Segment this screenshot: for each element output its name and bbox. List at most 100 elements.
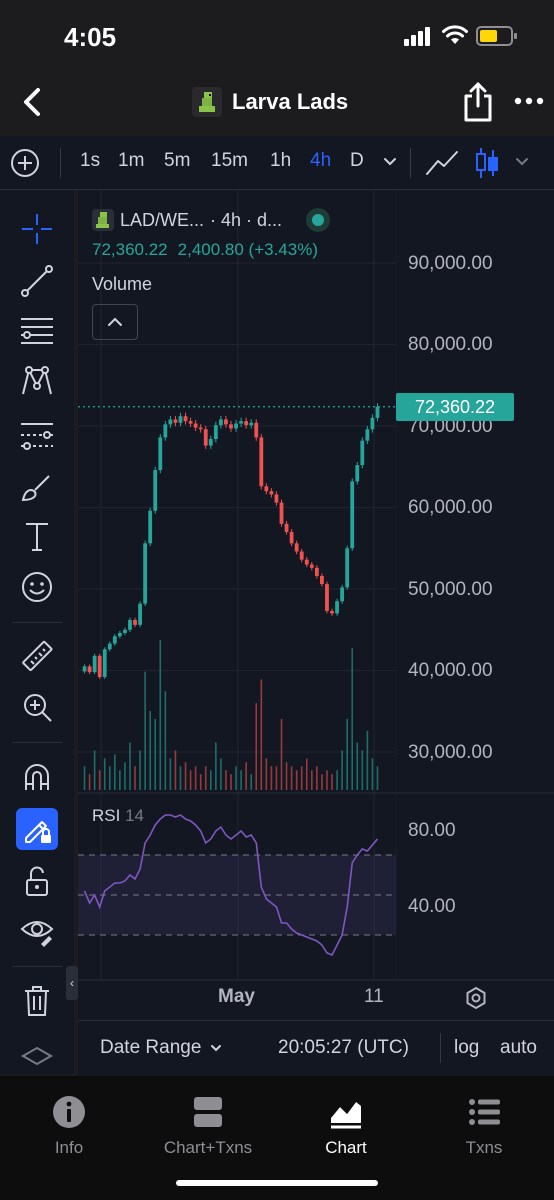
candles xyxy=(82,403,380,679)
candle-body xyxy=(304,559,309,565)
chevron-down-icon[interactable] xyxy=(514,154,530,168)
volume-bar xyxy=(265,758,268,790)
candle-body xyxy=(143,543,148,604)
legend-symbol-row[interactable]: LAD/WE... · 4h · d... xyxy=(92,208,331,232)
interval-5m[interactable]: 5m xyxy=(164,150,191,171)
list-icon xyxy=(469,1099,500,1125)
fib-tool[interactable] xyxy=(16,310,58,352)
drawing-line-icon[interactable] xyxy=(424,148,460,178)
object-tree-tool[interactable] xyxy=(16,1042,58,1072)
wifi-icon xyxy=(442,25,468,44)
emoji-tool[interactable] xyxy=(16,566,58,608)
toolbar-divider xyxy=(410,148,411,178)
chart-settings-icon[interactable] xyxy=(464,986,488,1010)
interval-1s[interactable]: 1s xyxy=(80,150,101,171)
trend-line-tool[interactable] xyxy=(16,260,58,302)
log-scale-toggle[interactable]: log xyxy=(454,1037,480,1058)
pattern-tool[interactable] xyxy=(16,360,58,402)
interval-4h[interactable]: 4h xyxy=(310,150,332,171)
brush-tool[interactable] xyxy=(16,466,58,508)
drawing-tools-sidebar: ‹ xyxy=(0,190,78,1074)
tab-chart[interactable]: Chart xyxy=(286,1094,406,1158)
date-range-label: Date Range xyxy=(100,1037,202,1058)
more-options-icon[interactable] xyxy=(512,86,546,116)
candle-body xyxy=(128,619,132,630)
interval-1m[interactable]: 1m xyxy=(118,150,145,171)
volume-bar xyxy=(98,770,101,790)
volume-bar xyxy=(230,774,232,790)
chevron-down-icon xyxy=(211,1045,222,1052)
cellular-signal-icon xyxy=(404,27,430,46)
volume-bar xyxy=(169,758,172,790)
collapse-legend-button[interactable] xyxy=(92,304,138,340)
text-tool[interactable] xyxy=(16,516,58,558)
hide-drawings-tool[interactable] xyxy=(16,910,58,952)
back-chevron-icon[interactable] xyxy=(14,82,54,122)
volume-bar xyxy=(88,774,91,790)
price-axis-tick: 40,000.00 xyxy=(408,660,493,681)
price-axis-tick: 70,000.00 xyxy=(408,416,493,437)
status-bar: 4:05 xyxy=(0,0,554,72)
candle-body xyxy=(133,619,137,625)
forecast-icon xyxy=(21,423,53,450)
magnet-tool[interactable] xyxy=(16,756,58,798)
zoom-tool[interactable] xyxy=(16,686,58,728)
legend-last-price: 72,360.22 xyxy=(92,240,168,259)
lock-drawings-tool[interactable] xyxy=(16,860,58,902)
volume-bars xyxy=(83,640,379,790)
interval-1h[interactable]: 1h xyxy=(270,150,292,171)
candlestick-icon[interactable] xyxy=(474,146,500,180)
candle-body xyxy=(314,567,319,576)
rsi-series xyxy=(83,814,379,957)
candle-body xyxy=(138,603,142,625)
candle-body xyxy=(299,551,304,560)
crosshair-icon xyxy=(22,214,52,244)
price-axis-tick: 90,000.00 xyxy=(408,253,493,274)
stay-in-drawing-mode-tool[interactable] xyxy=(16,808,58,850)
candle-body xyxy=(340,587,345,602)
price-chart[interactable] xyxy=(78,190,554,1020)
date-range-bar: Date Range 20:05:27 (UTC) log auto xyxy=(78,1020,554,1076)
collapse-toolbar-tab[interactable]: ‹ xyxy=(66,966,78,1000)
interval-15m[interactable]: 15m xyxy=(211,150,248,171)
candle-body xyxy=(375,406,380,418)
chevron-down-icon[interactable] xyxy=(382,154,398,168)
price-axis-tick: 60,000.00 xyxy=(408,497,493,518)
prediction-tool[interactable] xyxy=(16,414,58,456)
candle-body xyxy=(320,575,324,585)
tab-txns[interactable]: Txns xyxy=(424,1094,544,1158)
remove-drawings-tool[interactable] xyxy=(16,980,58,1022)
timezone-clock[interactable]: 20:05:27 (UTC) xyxy=(278,1037,409,1058)
candle-body xyxy=(148,510,153,544)
rsi-legend[interactable]: RSI 14 xyxy=(92,806,144,826)
volume-bar xyxy=(305,758,308,790)
volume-bar xyxy=(215,742,217,790)
tab-info[interactable]: Info xyxy=(9,1094,129,1158)
volume-bar xyxy=(108,766,111,790)
volume-bar xyxy=(376,766,379,790)
smiley-icon xyxy=(22,572,52,602)
measure-tool[interactable] xyxy=(16,636,58,678)
brush-icon xyxy=(21,475,50,502)
volume-bar xyxy=(245,762,247,790)
pattern-icon xyxy=(22,366,52,395)
volume-bar xyxy=(83,766,86,790)
add-indicator-icon[interactable] xyxy=(10,148,40,178)
auto-scale-toggle[interactable]: auto xyxy=(500,1037,537,1058)
legend-volume[interactable]: Volume xyxy=(92,274,153,294)
nav-bar: Larva Lads xyxy=(0,72,554,136)
interval-d[interactable]: D xyxy=(350,150,364,171)
date-range-button[interactable]: Date Range xyxy=(100,1037,223,1059)
magnet-icon xyxy=(25,764,49,790)
tool-divider xyxy=(12,622,62,623)
candle-body xyxy=(239,421,244,424)
title-group: Larva Lads xyxy=(192,84,348,120)
candle-body xyxy=(153,470,158,511)
crosshair-tool[interactable] xyxy=(16,208,58,250)
layers-icon xyxy=(20,1046,54,1066)
share-icon[interactable] xyxy=(460,80,496,124)
chart-area[interactable]: LAD/WE... · 4h · d... 72,360.22 2,400.80… xyxy=(78,190,554,1020)
tab-chart-txns[interactable]: Chart+Txns xyxy=(148,1094,268,1158)
volume-bar xyxy=(250,774,253,790)
trash-icon xyxy=(25,986,49,1016)
